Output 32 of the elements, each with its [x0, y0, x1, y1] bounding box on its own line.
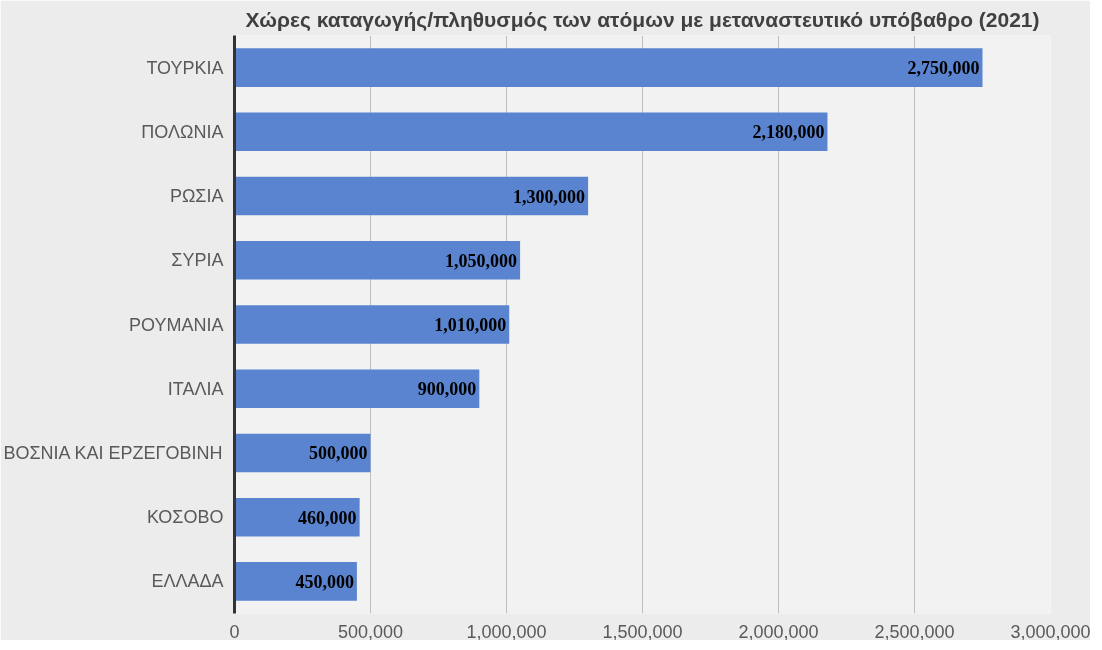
data-label: 1,010,000 [434, 315, 507, 335]
chart-title: Χώρες καταγωγής/πληθυσμός των ατόμων με μεταναστευτικό υπόβαθρο (2021) [245, 7, 1040, 32]
bar [234, 112, 828, 152]
data-label: 900,000 [417, 379, 477, 400]
data-label: 1,300,000 [513, 186, 586, 207]
y-tick-label: ΡΩΣΙΑ [169, 186, 224, 207]
y-tick-label: ΚΟΣΟΒΟ [146, 507, 224, 528]
bar [234, 176, 589, 216]
data-label: 2,180,000 [752, 122, 825, 143]
y-tick-label: ΕΛΛΑΔΑ [151, 571, 224, 592]
data-label: 450,000 [295, 571, 354, 592]
x-tick-label: 3,000,000 [1010, 621, 1091, 642]
y-tick-label: ΒΟΣΝΙΑ ΚΑΙ ΕΡΖΕΓΟΒΙΝΗ [3, 442, 223, 463]
bar [234, 48, 983, 87]
x-tick-label: 500,000 [337, 621, 404, 642]
y-tick-label: ΡΟΥΜΑΝΙΑ [129, 314, 224, 335]
x-tick-label: 0 [229, 621, 240, 642]
data-label: 460,000 [298, 507, 357, 528]
bar [234, 241, 521, 280]
bar [234, 305, 510, 344]
x-tick-label: 1,000,000 [466, 621, 547, 642]
x-tick-label: 2,500,000 [874, 621, 955, 642]
data-label: 500,000 [309, 443, 368, 464]
y-tick-label: ΠΟΛΩΝΙΑ [141, 121, 224, 142]
y-tick-label: ΣΥΡΙΑ [171, 250, 224, 271]
x-tick-label: 2,000,000 [738, 621, 819, 642]
data-label: 2,750,000 [907, 58, 980, 79]
x-tick-label: 1,500,000 [602, 621, 683, 642]
bar [234, 369, 480, 408]
y-tick-label: ΙΤΑΛΙΑ [167, 378, 224, 399]
y-tick-label: ΤΟΥΡΚΙΑ [146, 57, 224, 78]
data-label: 1,050,000 [445, 250, 518, 271]
